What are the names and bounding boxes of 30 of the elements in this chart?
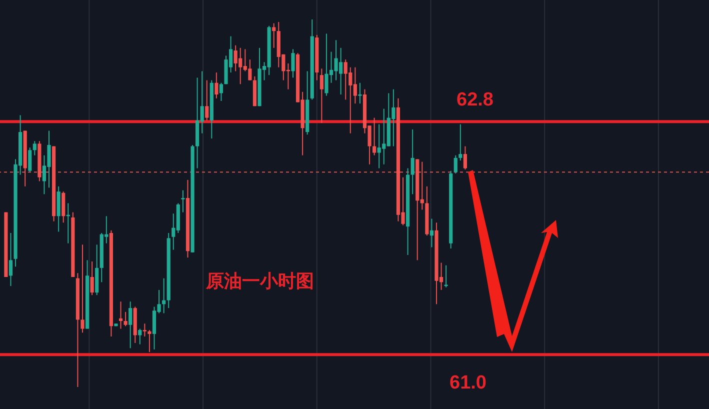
candlestick — [463, 146, 467, 170]
candlestick — [90, 260, 94, 296]
candlestick — [219, 82, 224, 102]
candlestick — [320, 68, 324, 124]
candlestick — [124, 311, 128, 327]
candlestick — [80, 244, 84, 334]
candlestick — [142, 323, 146, 338]
candlestick — [291, 48, 295, 78]
candlestick — [118, 301, 123, 330]
candlestick — [62, 191, 66, 224]
candlestick — [458, 124, 462, 161]
candlestick — [181, 190, 185, 213]
annotation: 原油一小时图 — [205, 271, 314, 292]
candlestick — [444, 264, 448, 288]
ref-line-label: 62.8 — [456, 90, 494, 111]
candlestick — [148, 330, 152, 353]
candlestick — [138, 328, 142, 345]
candlestick — [128, 301, 132, 349]
candlestick — [430, 218, 434, 248]
candlestick — [214, 72, 218, 99]
candlestick — [372, 117, 376, 156]
candlestick — [410, 128, 414, 195]
candlestick — [28, 147, 32, 173]
candlestick — [358, 82, 362, 104]
candlestick — [32, 140, 36, 156]
candlestick — [205, 80, 209, 121]
candlestick — [454, 154, 458, 174]
candlestick — [272, 22, 276, 48]
ref-line-label: 61.0 — [450, 372, 486, 394]
candlestick — [8, 232, 13, 287]
